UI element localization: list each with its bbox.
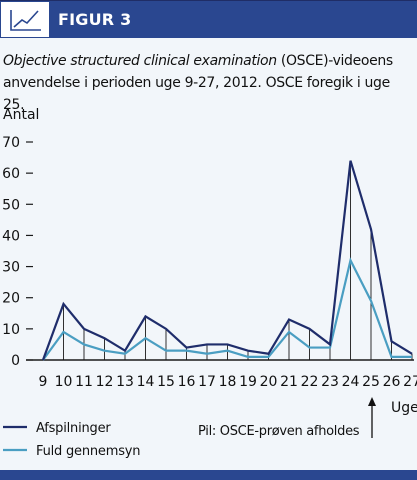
series-line	[42, 257, 412, 361]
caption-text: (OSCE)-videoens anvendelse i perioden ug…	[3, 53, 393, 113]
x-tick-label: 15	[157, 374, 175, 390]
top-rule	[0, 0, 417, 1]
figure-header: FIGUR 3	[0, 1, 417, 38]
legend-label: Afspilninger	[36, 421, 111, 436]
x-tick-label: 23	[321, 374, 339, 390]
figure-title: FIGUR 3	[58, 10, 132, 29]
y-tick-label: 40	[2, 228, 20, 244]
x-axis-label: Uge	[391, 400, 417, 416]
series-line	[41, 160, 413, 361]
x-tick-label: 13	[116, 374, 134, 390]
bottom-bar	[0, 470, 417, 480]
x-tick-label: 16	[178, 374, 196, 390]
annotation-text: Pil: OSCE-prøven afholdes	[198, 424, 360, 439]
y-tick-label: 50	[2, 197, 20, 213]
y-tick-label: 60	[2, 166, 20, 182]
x-tick-label: 9	[39, 374, 48, 390]
x-tick-label: 26	[383, 374, 401, 390]
x-tick-label: 25	[362, 374, 380, 390]
legend-label: Fuld gennemsyn	[36, 444, 140, 459]
x-tick-label: 17	[198, 374, 216, 390]
y-tick-label: 30	[2, 260, 20, 276]
x-tick-label: 20	[260, 374, 278, 390]
x-tick-label: 27	[403, 374, 417, 390]
x-tick-label: 12	[96, 374, 114, 390]
y-tick-label: 0	[11, 353, 20, 369]
x-tick-label: 11	[75, 374, 93, 390]
y-tick-label: 10	[2, 322, 20, 338]
line-chart-icon	[0, 1, 50, 38]
x-tick-label: 24	[342, 374, 360, 390]
figure-caption: Objective structured clinical examinatio…	[3, 50, 415, 116]
x-tick-label: 22	[301, 374, 319, 390]
caption-italic: Objective structured clinical examinatio…	[3, 53, 277, 69]
x-tick-label: 18	[219, 374, 237, 390]
y-tick-label: 20	[2, 291, 20, 307]
y-axis-label: Antal	[3, 107, 39, 123]
annotation-arrowhead	[368, 397, 376, 406]
x-tick-label: 10	[55, 374, 73, 390]
x-tick-label: 21	[280, 374, 298, 390]
y-tick-label: 70	[2, 135, 20, 151]
x-tick-label: 19	[239, 374, 257, 390]
x-tick-label: 14	[137, 374, 155, 390]
